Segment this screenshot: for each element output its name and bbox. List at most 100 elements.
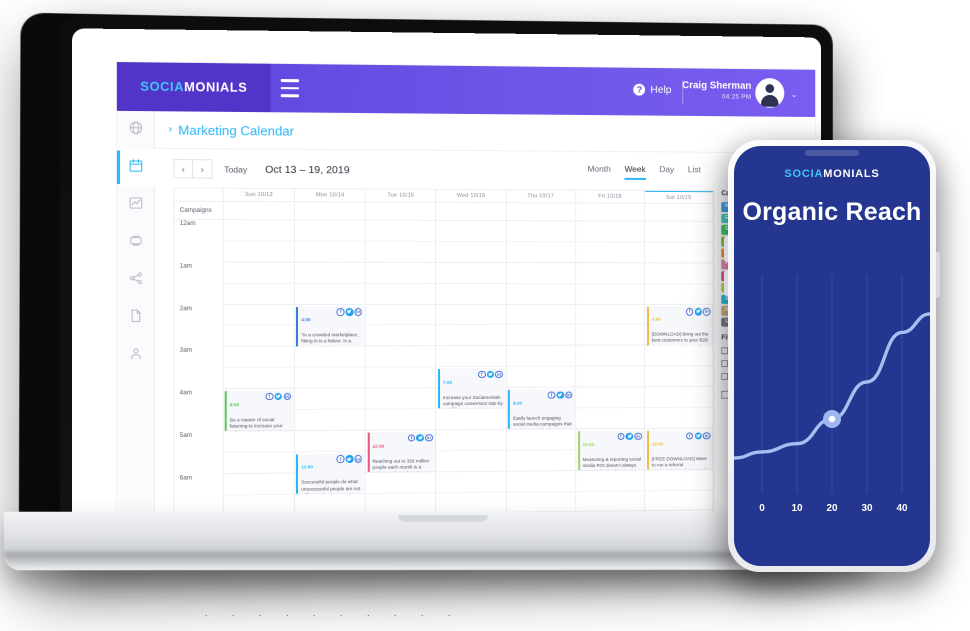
calendar-cell[interactable] xyxy=(436,241,507,263)
calendar-cell[interactable] xyxy=(295,388,367,411)
calendar-cell[interactable] xyxy=(575,408,645,430)
calendar-cell[interactable] xyxy=(506,241,576,263)
linkedin-icon[interactable]: in xyxy=(283,392,291,401)
day-header-3[interactable]: Wed 10/16 xyxy=(436,189,507,203)
twitter-icon[interactable] xyxy=(694,431,702,440)
calendar-cell[interactable] xyxy=(223,452,296,474)
menu-icon[interactable] xyxy=(280,79,300,98)
all-day-cell-1[interactable] xyxy=(295,202,367,220)
calendar-cell[interactable] xyxy=(575,304,645,326)
calendar-cell[interactable] xyxy=(644,469,714,491)
day-header-2[interactable]: Tue 10/15 xyxy=(366,189,437,202)
calendar-event[interactable]: 4:00 f in [DOWNLOAD] Bring out the best cus… xyxy=(646,306,713,346)
calendar-cell[interactable] xyxy=(223,241,296,263)
calendar-cell[interactable] xyxy=(506,449,576,472)
sidebar-item-calendar[interactable] xyxy=(116,148,155,187)
calendar-cell[interactable] xyxy=(295,220,367,242)
calendar-cell[interactable] xyxy=(506,491,576,514)
calendar-cell[interactable] xyxy=(644,490,714,512)
calendar-cell[interactable] xyxy=(436,450,507,472)
day-header-1[interactable]: Mon 10/14 xyxy=(295,189,367,202)
calendar-cell[interactable] xyxy=(644,263,714,284)
all-day-cell-2[interactable] xyxy=(366,202,437,220)
calendar-cell[interactable] xyxy=(366,241,437,263)
phone-power-button[interactable] xyxy=(936,252,940,298)
calendar-cell[interactable] xyxy=(366,220,437,242)
facebook-icon[interactable]: f xyxy=(686,307,694,316)
calendar-cell[interactable] xyxy=(644,242,714,264)
all-day-cell-4[interactable] xyxy=(506,203,576,221)
next-week-button[interactable]: › xyxy=(192,159,213,179)
view-month-button[interactable]: Month xyxy=(587,163,611,174)
calendar-cell[interactable] xyxy=(575,262,645,284)
all-day-cell-0[interactable] xyxy=(223,201,296,220)
sidebar-item-globe[interactable] xyxy=(117,111,155,149)
calendar-cell[interactable] xyxy=(366,388,437,410)
today-button[interactable]: Today xyxy=(224,163,248,175)
calendar-event[interactable]: 10:00 f in [FREE DOWNLOAD] Want to run a re… xyxy=(646,430,713,470)
view-week-button[interactable]: Week xyxy=(624,163,646,180)
calendar-cell[interactable] xyxy=(575,325,645,347)
calendar-cell[interactable] xyxy=(506,221,576,243)
calendar-event[interactable]: 8:00 f in Be a master of social listening t… xyxy=(224,391,293,431)
calendar-cell[interactable] xyxy=(366,409,437,431)
sidebar-item-share[interactable] xyxy=(117,261,155,299)
phone-volume-down-button[interactable] xyxy=(724,270,728,296)
calendar-cell[interactable] xyxy=(436,346,507,368)
calendar-event[interactable]: 4:00 f in “In a crowded marketplace, fittin… xyxy=(296,306,365,347)
calendar-cell[interactable] xyxy=(506,366,576,388)
brand-logo[interactable]: SOCIAMONIALS xyxy=(116,62,271,113)
calendar-cell[interactable] xyxy=(223,304,296,326)
calendar-cell[interactable] xyxy=(436,262,507,284)
linkedin-icon[interactable]: in xyxy=(703,431,711,440)
calendar-cell[interactable] xyxy=(644,366,714,388)
user-info[interactable]: Craig Sherman 04:25 PM xyxy=(682,80,751,102)
calendar-event[interactable]: 8:00 f in Easily launch engaging social med… xyxy=(508,389,575,429)
view-list-button[interactable]: List xyxy=(687,164,701,175)
twitter-icon[interactable] xyxy=(274,392,283,401)
calendar-cell[interactable] xyxy=(506,283,576,305)
sidebar-item-document[interactable] xyxy=(117,299,155,337)
calendar-cell[interactable] xyxy=(366,325,437,347)
calendar-cell[interactable] xyxy=(506,325,576,347)
calendar-cell[interactable] xyxy=(366,471,437,494)
calendar-cell[interactable] xyxy=(644,221,714,243)
calendar-cell[interactable] xyxy=(436,429,507,452)
calendar-cell[interactable] xyxy=(223,262,296,284)
all-day-cell-5[interactable] xyxy=(575,203,645,221)
sidebar-item-analytics[interactable] xyxy=(117,186,155,224)
all-day-cell-6[interactable] xyxy=(644,203,714,221)
linkedin-icon[interactable]: in xyxy=(425,433,433,442)
twitter-icon[interactable] xyxy=(486,370,495,379)
calendar-cell[interactable] xyxy=(506,262,576,284)
twitter-icon[interactable] xyxy=(625,432,634,440)
facebook-icon[interactable]: f xyxy=(407,433,416,442)
prev-week-button[interactable]: ‹ xyxy=(173,159,193,179)
chevron-right-icon[interactable]: › xyxy=(168,123,173,136)
facebook-icon[interactable]: f xyxy=(477,370,486,379)
calendar-cell[interactable] xyxy=(295,409,367,432)
calendar-event[interactable]: 10:00 f in Measuring & reporting social med… xyxy=(577,430,644,471)
calendar-event[interactable]: 7:00 f in Increase your Sociamonials campai… xyxy=(437,369,505,409)
chevron-down-icon[interactable]: ⌄ xyxy=(790,89,798,100)
calendar-cell[interactable] xyxy=(223,325,296,347)
linkedin-icon[interactable]: in xyxy=(565,391,573,399)
twitter-icon[interactable] xyxy=(416,433,424,442)
calendar-cell[interactable] xyxy=(575,470,645,492)
calendar-cell[interactable] xyxy=(295,430,367,453)
calendar-cell[interactable] xyxy=(223,473,296,495)
facebook-icon[interactable]: f xyxy=(336,308,345,316)
calendar-cell[interactable] xyxy=(436,471,507,493)
sidebar-item-recycle[interactable] xyxy=(117,224,155,262)
calendar-cell[interactable] xyxy=(295,367,367,389)
facebook-icon[interactable]: f xyxy=(336,455,345,464)
calendar-cell[interactable] xyxy=(436,492,507,514)
day-header-6[interactable]: Sat 10/19 xyxy=(644,190,714,204)
calendar-cell[interactable] xyxy=(575,221,645,243)
calendar-cell[interactable] xyxy=(575,283,645,305)
calendar-cell[interactable] xyxy=(223,283,296,305)
linkedin-icon[interactable]: in xyxy=(354,455,363,463)
calendar-cell[interactable] xyxy=(575,387,645,409)
day-header-0[interactable]: Sun 10/13 xyxy=(223,188,296,202)
calendar-cell[interactable] xyxy=(436,283,507,305)
